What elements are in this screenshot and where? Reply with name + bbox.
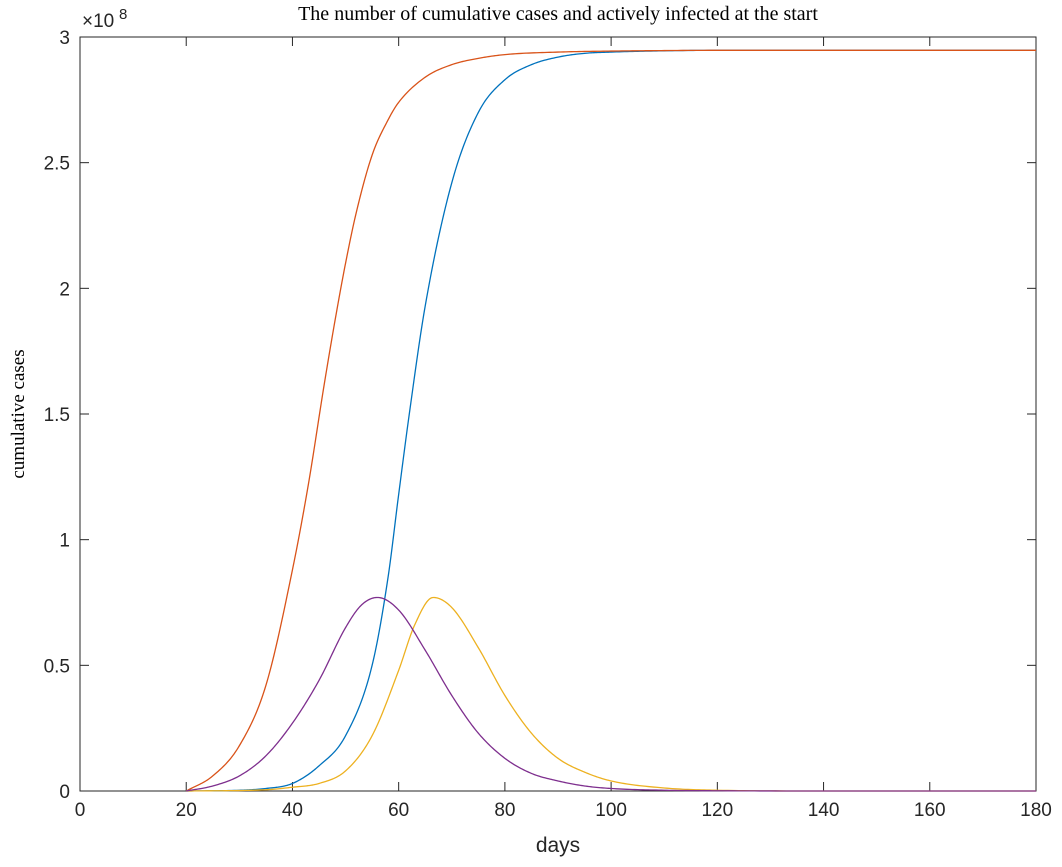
x-tick-label: 140 (808, 800, 840, 821)
series-lines (185, 49, 1036, 792)
series-line-4 (186, 596, 1036, 792)
y-tick-label: 1 (59, 531, 70, 552)
plot-area-frame (79, 36, 1037, 792)
series-line-1 (186, 49, 1036, 792)
series-line-2 (185, 49, 1036, 792)
chart-title: The number of cumulative cases and activ… (298, 3, 818, 25)
x-axis-ticks: 0 20 40 60 80 100 120 140 160 180 (75, 37, 1052, 821)
series-line-3 (186, 596, 1036, 792)
y-exponent: ×10 8 (82, 6, 127, 32)
y-exponent-power: 8 (119, 6, 127, 23)
x-tick-label: 40 (282, 800, 303, 821)
y-tick-label: 0.5 (44, 656, 70, 677)
x-tick-label: 80 (494, 800, 515, 821)
x-tick-label: 120 (701, 800, 733, 821)
y-tick-label: 0 (59, 782, 70, 803)
y-tick-label: 2 (59, 279, 70, 300)
x-tick-label: 0 (75, 800, 86, 821)
x-tick-label: 20 (176, 800, 197, 821)
y-axis-title: cumulative cases (8, 349, 29, 478)
x-tick-label: 180 (1020, 800, 1052, 821)
y-tick-label: 3 (59, 28, 70, 49)
x-axis-title: days (536, 834, 580, 857)
y-tick-label: 2.5 (44, 154, 70, 175)
x-tick-label: 160 (914, 800, 946, 821)
y-axis-ticks: 0 0.5 1 1.5 2 2.5 3 (44, 28, 1036, 803)
y-tick-label: 1.5 (44, 405, 70, 426)
x-tick-label: 100 (595, 800, 627, 821)
x-tick-label: 60 (388, 800, 409, 821)
y-exponent-base: ×10 (82, 11, 114, 32)
